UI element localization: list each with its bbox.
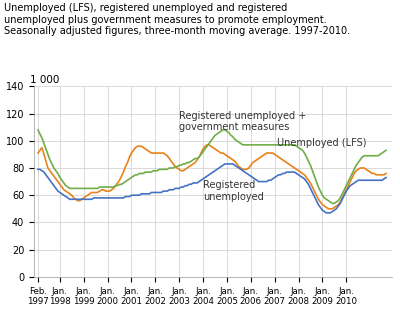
Text: Registered
unemployed: Registered unemployed [203, 180, 264, 202]
Text: Registered unemployed +
government measures: Registered unemployed + government measu… [179, 111, 306, 132]
Text: 1 000: 1 000 [30, 75, 59, 85]
Text: Unemployed (LFS), registered unemployed and registered
unemployed plus governmen: Unemployed (LFS), registered unemployed … [4, 3, 350, 36]
Text: Unemployed (LFS): Unemployed (LFS) [277, 138, 366, 148]
